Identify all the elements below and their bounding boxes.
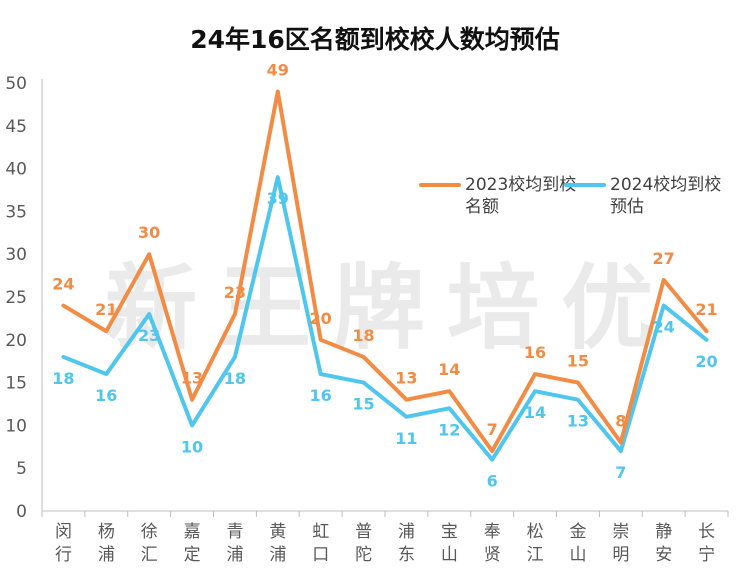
x-tick-label: 青浦	[226, 522, 243, 565]
y-tick-label: 20	[5, 331, 27, 351]
y-tick-label: 25	[5, 288, 27, 308]
data-label-2023: 30	[138, 223, 160, 242]
data-labels: 24 21 30 13 23 49 20 18 13 14 7 16 15 8 27 21 18 16 23 10 18…	[52, 61, 717, 491]
data-label-2024: 11	[395, 429, 417, 448]
axes: 0 5 10 15 20 25 30 35 40 45 50 闵行杨浦徐汇嘉定青浦黄浦虹口普陀浦东宝山…	[5, 74, 729, 565]
data-label-2024: 14	[524, 403, 546, 422]
x-tick-label: 虹口	[312, 522, 329, 565]
data-label-2024: 16	[310, 386, 332, 405]
data-label-2023: 24	[52, 275, 74, 294]
x-tick-label: 浦东	[398, 522, 415, 565]
data-label-2023: 18	[352, 326, 374, 345]
data-label-2023: 27	[653, 249, 675, 268]
x-tick-label: 松江	[527, 522, 544, 565]
data-label-2023: 7	[487, 420, 498, 439]
y-tick-label: 10	[5, 416, 27, 436]
y-tick-label: 40	[5, 160, 27, 180]
x-tick-label: 普陀	[355, 522, 372, 565]
data-label-2024: 7	[615, 463, 626, 482]
y-tick-label: 45	[5, 117, 27, 137]
data-label-2023: 20	[310, 309, 332, 328]
data-label-2024: 23	[138, 326, 160, 345]
legend: 2023校均到校名额 2024校均到校预估	[419, 175, 721, 217]
y-tick-label: 5	[16, 459, 27, 479]
x-tick-label: 杨浦	[98, 522, 115, 565]
x-tick-label: 宝山	[441, 522, 458, 565]
data-label-2023: 23	[224, 283, 246, 302]
data-label-2024: 39	[267, 189, 289, 208]
data-label-2024: 15	[352, 395, 374, 414]
data-label-2023: 49	[267, 61, 289, 80]
x-tick-label: 长宁	[698, 522, 715, 565]
legend-label: 2024校均到校预估	[610, 175, 721, 217]
x-tick-label: 徐汇	[141, 522, 158, 565]
data-label-2024: 10	[181, 437, 203, 456]
data-label-2023: 21	[95, 300, 117, 319]
x-tick-label: 黄浦	[269, 522, 286, 565]
data-label-2024: 18	[52, 369, 74, 388]
data-label-2023: 15	[567, 352, 589, 371]
y-tick-label: 0	[16, 502, 27, 522]
y-tick-label: 35	[5, 202, 27, 222]
watermark: 新王牌培优	[105, 255, 675, 362]
y-tick-label: 15	[5, 374, 27, 394]
x-tick-label: 崇明	[612, 522, 629, 565]
x-tick-label: 静安	[655, 522, 672, 565]
data-label-2023: 16	[524, 343, 546, 362]
y-tick-label: 30	[5, 245, 27, 265]
y-tick-label: 50	[5, 74, 27, 94]
data-label-2024: 20	[695, 352, 717, 371]
series-line-2024	[61, 175, 709, 462]
x-tick-label: 奉贤	[484, 522, 501, 565]
data-label-2023: 13	[395, 369, 417, 388]
chart-title: 24年16区名额到校校人数均预估	[190, 25, 560, 54]
data-label-2023: 14	[438, 360, 460, 379]
data-label-2024: 18	[224, 369, 246, 388]
drop-lines	[62, 91, 708, 511]
series-group	[61, 89, 709, 462]
x-tick-label: 嘉定	[184, 522, 201, 565]
data-label-2023: 21	[695, 300, 717, 319]
data-label-2023: 8	[615, 412, 626, 431]
data-label-2024: 13	[567, 412, 589, 431]
data-label-2024: 12	[438, 420, 460, 439]
data-label-2023: 13	[181, 369, 203, 388]
data-label-2024: 16	[95, 386, 117, 405]
x-tick-label: 闵行	[55, 522, 72, 565]
series-line-2023	[61, 89, 709, 454]
x-tick-label: 金山	[569, 522, 586, 565]
data-label-2024: 6	[487, 472, 498, 491]
legend-label: 2023校均到校名额	[465, 175, 576, 217]
data-label-2024: 24	[653, 318, 675, 337]
